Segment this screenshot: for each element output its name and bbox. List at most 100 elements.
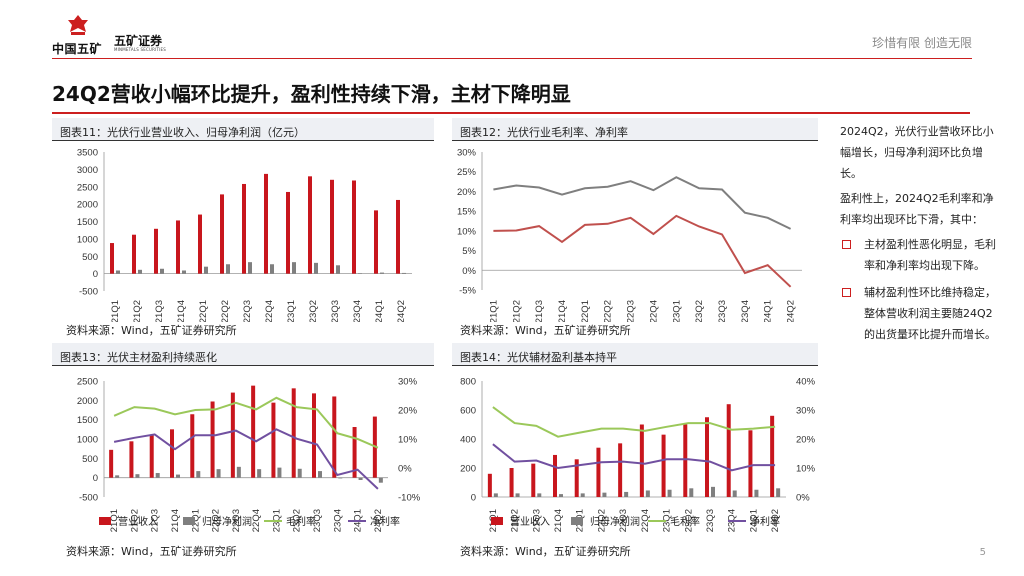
x-tick-label: 21Q4 [176,300,187,322]
x-tick-label: 21Q2 [129,509,140,532]
x-tick-label: 22Q3 [626,300,637,322]
y2-tick-label: 0% [796,493,810,504]
series-line-1 [493,214,792,288]
series-line-0 [113,396,379,449]
bar-net-profit [580,493,585,497]
chart-source: 资料来源：Wind，五矿证券研究所 [66,324,237,337]
bar-revenue [726,404,731,497]
x-tick-label: 21Q3 [534,300,545,322]
bar-net-profit [537,493,542,497]
y-tick-label: 0 [471,493,476,504]
x-tick-label: 22Q2 [603,300,614,322]
bar-net-profit [732,490,737,497]
x-tick-label: 23Q2 [694,300,705,322]
slogan: 珍惜有限 创造无限 [872,36,972,50]
x-tick-label: 21Q3 [150,509,161,532]
bar-revenue [661,434,666,497]
x-tick-label: 22Q4 [251,509,262,532]
bar-revenue [251,385,256,478]
bar-revenue [308,176,312,274]
x-tick-label: 21Q3 [531,509,542,532]
legend-label: 营业收入 [118,515,158,528]
y-tick-label: 500 [82,454,98,465]
y-tick-label: 3500 [77,148,98,159]
bar-revenue [770,415,775,497]
series-line-1 [492,443,776,472]
chart-title: 图表12：光伏行业毛利率、净利率 [460,126,628,139]
y2-tick-label: -10% [398,493,421,504]
y-tick-label: 0 [93,269,98,280]
y-tick-label: 400 [460,435,476,446]
bar-net-profit [336,265,340,274]
bar-revenue [618,443,623,497]
sidebar-paragraph: 2024Q2，光伏行业营收环比小幅增长，归母净利润环比负增长。 [840,125,994,180]
bar-net-profit [515,493,520,497]
panel-rule [52,140,434,141]
bullet-square-icon [842,240,851,249]
bar-revenue [291,388,296,478]
bar-revenue [639,424,644,497]
bar-revenue [264,173,268,274]
bar-revenue [705,417,709,497]
x-tick-label: 21Q1 [488,300,499,322]
legend-swatch-bar [571,517,583,525]
chart-source: 资料来源：Wind，五矿证券研究所 [460,324,631,337]
bar-revenue [210,401,215,478]
bar-revenue [396,199,400,274]
legend-label: 营业收入 [510,515,550,528]
legend-label: 净利率 [370,515,400,528]
x-tick-label: 21Q2 [132,300,143,322]
bar-revenue [748,430,753,497]
sidebar-bullet: 主材盈利性恶化明显，毛利率和净利率均出现下降。 [840,234,1000,276]
y-tick-label: 2500 [77,182,98,193]
bar-net-profit [624,491,629,497]
title-divider [52,112,970,114]
x-tick-label: 23Q4 [332,509,343,532]
y2-tick-label: 10% [796,464,816,475]
panel-chart14: 图表14：光伏辅材盈利基本持平 0 200 400 600 800 0% 10% 20% 30%… [452,343,818,563]
bar-net-profit [378,477,383,483]
y-tick-label: 1500 [77,415,98,426]
x-tick-label: 22Q4 [264,300,275,322]
chart13-svg: -500 0 500 1000 1500 2000 2500 -10% 0% 10% 20% 30% 2… [77,377,421,533]
x-tick-label: 21Q1 [110,300,121,322]
bar-revenue [230,392,235,478]
panel-chart11: 图表11：光伏行业营业收入、归母净利润（亿元） -500 0 500 1000 1500… [52,118,434,348]
bar-revenue [352,180,356,274]
y-tick-label: 600 [460,406,476,417]
panel-title-bg [452,118,818,140]
bar-net-profit [160,268,164,274]
panel-title-bg [52,118,434,140]
x-tick-label: 22Q4 [648,300,659,322]
chart14-svg: 02004006008000%10%20%30%40%21Q121Q221Q32… [460,377,816,533]
bar-net-profit [248,262,252,274]
page-title: 24Q2营收小幅环比提升，盈利性持续下滑，主材下降明显 [52,82,571,106]
bar-revenue [531,463,536,497]
bar-revenue [271,402,276,478]
panel-rule [452,365,818,366]
bar-net-profit [754,489,759,497]
bar-revenue [149,435,154,478]
x-tick-label: 24Q2 [396,300,407,322]
legend-label: 净利率 [750,515,780,528]
bullet-square-icon [842,288,851,297]
legend-label: 归母净利润 [202,515,252,528]
x-tick-label: 23Q3 [717,300,728,322]
bar-revenue [220,194,224,274]
series-line-0 [492,406,776,438]
y-tick-label: 1000 [77,435,98,446]
y-tick-label: 20% [457,187,477,198]
chart-source: 资料来源：Wind，五矿证券研究所 [460,545,631,558]
bar-net-profit [338,477,343,479]
bar-net-profit [115,475,120,478]
sidebar-paragraph: 盈利性上，2024Q2毛利率和净利率均出现环比下滑，其中： [840,192,994,226]
bar-net-profit [318,471,322,478]
x-tick-label: 21Q4 [553,509,564,532]
y2-tick-label: 10% [398,435,418,446]
legend-label: 归母净利润 [590,515,640,528]
bar-net-profit [358,273,362,274]
bar-revenue [553,454,557,497]
bar-revenue [286,191,290,274]
bar-revenue [509,468,514,497]
legend-label: 毛利率 [670,515,700,528]
